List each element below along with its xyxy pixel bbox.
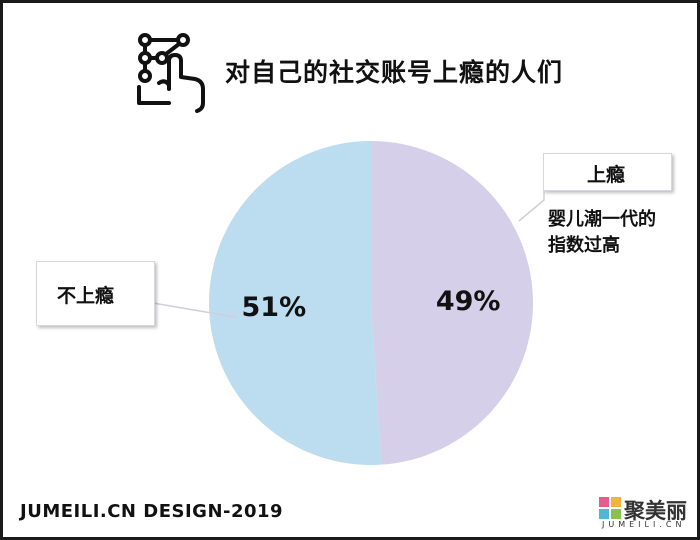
logo-name: 聚美丽 [624,499,687,523]
pie-slice-not-addicted [208,141,382,466]
pie-label-not-addicted: 51% [242,292,307,323]
footer-credit: JUMEILI.CN DESIGN-2019 [20,501,284,522]
pie-chart: 49% 51% [152,141,545,466]
connector-line-addicted [518,189,545,222]
jumeili-logo-icon [599,497,621,519]
logo-subtitle: JUMEILI.CN [602,520,686,529]
callout-addicted-label: 上瘾 [587,164,626,186]
callout-not-addicted-label: 不上瘾 [57,285,115,307]
boomer-note: 婴儿潮一代的 指数过高 [548,207,656,259]
boomer-note-line1: 婴儿潮一代的 [548,209,656,230]
connector-line-not-addicted [152,302,236,318]
chart-title: 对自己的社交账号上瘾的人们 [225,58,564,87]
hand-touch-network-icon [137,33,205,113]
callout-addicted: 上瘾 [543,153,672,191]
pie-slice-addicted [371,141,533,465]
brand-logo: 聚美丽 JUMEILI.CN [599,495,695,535]
boomer-note-line2: 指数过高 [548,235,620,256]
callout-not-addicted: 不上瘾 [36,261,155,326]
pie-label-addicted: 49% [436,286,501,317]
